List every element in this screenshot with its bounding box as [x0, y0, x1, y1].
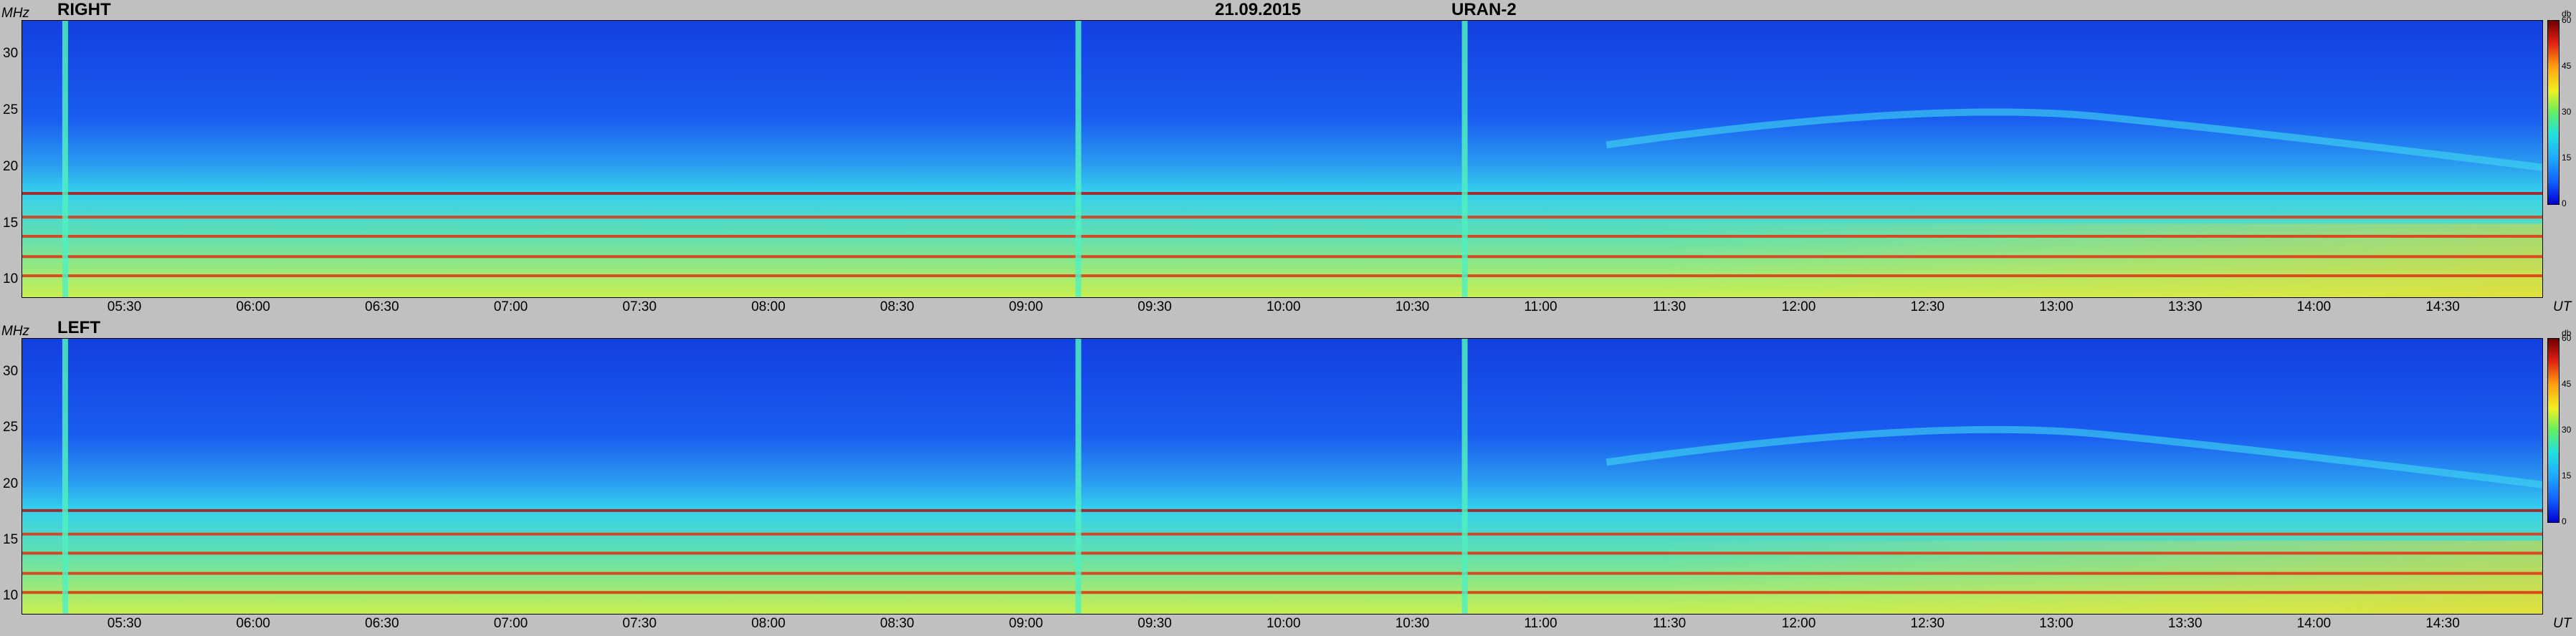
colorbar-tick-label: 15: [2562, 471, 2572, 481]
y-tick-label: 25: [3, 420, 19, 435]
x-tick-label: 10:30: [1395, 616, 1430, 631]
y-tick-label: 15: [3, 532, 19, 548]
x-tick-label: 14:30: [2425, 299, 2460, 314]
colorbar-tick-label: 60: [2562, 333, 2572, 343]
x-tick-label: 06:30: [365, 616, 399, 631]
burst-line: [62, 21, 68, 297]
y-tick-label: 30: [3, 46, 19, 62]
x-tick-label: 12:00: [1781, 616, 1816, 631]
x-tick-label: 09:00: [1008, 299, 1044, 314]
colorbar-tick-label: 0: [2562, 516, 2567, 526]
colorbar-tick-label: 60: [2562, 15, 2572, 25]
station-label: URAN-2: [1451, 0, 1517, 19]
x-tick-label: 05:30: [107, 299, 142, 314]
x-tick-label: 08:30: [879, 299, 915, 314]
x-tick-label: 14:00: [2296, 616, 2332, 631]
burst-line: [1075, 339, 1082, 614]
spectrogram-canvas: [22, 339, 2542, 614]
drift-feature: [1606, 108, 2542, 171]
x-tick-label: 11:30: [1653, 299, 1687, 314]
x-tick-label: 05:30: [107, 616, 142, 631]
colorbar-right: [2547, 20, 2560, 205]
interference-line: [22, 255, 2542, 259]
x-tick-label: 11:00: [1524, 616, 1557, 631]
x-tick-label: 14:30: [2425, 616, 2460, 631]
drift-feature: [1606, 425, 2542, 488]
x-tick-label: 06:00: [236, 299, 270, 314]
panel-label-right: RIGHT: [57, 0, 111, 19]
x-tick-label: 09:00: [1008, 616, 1044, 631]
y-unit-bottom: MHz: [1, 324, 30, 339]
colorbar-tick-label: 30: [2562, 107, 2572, 117]
interference-line: [22, 551, 2542, 555]
colorbar-tick-label: 0: [2562, 198, 2567, 208]
burst-line: [1461, 339, 1468, 614]
interference-line: [22, 216, 2542, 219]
colorbar-unit-right: db: [2562, 9, 2572, 19]
colorbar-unit-left: db: [2562, 328, 2572, 338]
x-unit-bottom: UT: [2553, 616, 2572, 631]
x-tick-label: 13:30: [2167, 299, 2203, 314]
x-tick-label: 07:30: [622, 616, 657, 631]
y-tick-label: 15: [3, 215, 19, 231]
burst-line: [1461, 21, 1468, 297]
x-tick-label: 07:30: [622, 299, 657, 314]
x-tick-label: 09:30: [1137, 616, 1172, 631]
x-tick-label: 14:00: [2296, 299, 2332, 314]
colorbar-tick-label: 45: [2562, 61, 2572, 71]
x-unit-top: UT: [2553, 299, 2572, 314]
y-tick-label: 10: [3, 271, 19, 287]
x-tick-label: 06:30: [365, 299, 399, 314]
x-tick-label: 07:00: [493, 299, 528, 314]
x-tick-label: 08:30: [879, 616, 915, 631]
x-tick-label: 08:00: [751, 616, 786, 631]
date-label: 21.09.2015: [1215, 0, 1302, 19]
y-tick-label: 25: [3, 102, 19, 118]
x-tick-label: 10:00: [1266, 299, 1301, 314]
burst-line: [62, 339, 68, 614]
interference-line: [22, 234, 2542, 238]
x-tick-label: 11:30: [1653, 616, 1687, 631]
y-tick-label: 20: [3, 476, 19, 491]
x-tick-label: 12:00: [1781, 299, 1816, 314]
colorbar-tick-label: 30: [2562, 425, 2572, 435]
interference-line: [22, 274, 2542, 278]
spectrogram-right: [22, 20, 2543, 298]
spectrogram-canvas: [22, 21, 2542, 297]
x-tick-label: 09:30: [1137, 299, 1172, 314]
x-tick-label: 10:30: [1395, 299, 1430, 314]
burst-line: [1075, 21, 1082, 297]
colorbar-tick-label: 45: [2562, 379, 2572, 389]
interference-line: [22, 572, 2542, 575]
x-tick-label: 13:00: [2039, 616, 2074, 631]
x-tick-label: 06:00: [236, 616, 270, 631]
x-tick-label: 11:00: [1524, 299, 1557, 314]
colorbar-left: [2547, 338, 2560, 523]
x-tick-label: 07:00: [493, 616, 528, 631]
interference-line: [22, 591, 2542, 594]
x-tick-label: 13:30: [2167, 616, 2203, 631]
interference-line: [22, 532, 2542, 536]
x-tick-label: 12:30: [1910, 299, 1945, 314]
y-unit-top: MHz: [1, 6, 30, 21]
interference-line: [22, 509, 2542, 512]
x-tick-label: 12:30: [1910, 616, 1945, 631]
spectrogram-left: [22, 338, 2543, 615]
interference-line: [22, 192, 2542, 196]
y-tick-label: 10: [3, 588, 19, 604]
x-tick-label: 08:00: [751, 299, 786, 314]
colorbar-tick-label: 15: [2562, 153, 2572, 163]
y-tick-label: 30: [3, 364, 19, 380]
y-tick-label: 20: [3, 158, 19, 174]
x-tick-label: 13:00: [2039, 299, 2074, 314]
panel-label-left: LEFT: [57, 318, 100, 337]
x-tick-label: 10:00: [1266, 616, 1301, 631]
